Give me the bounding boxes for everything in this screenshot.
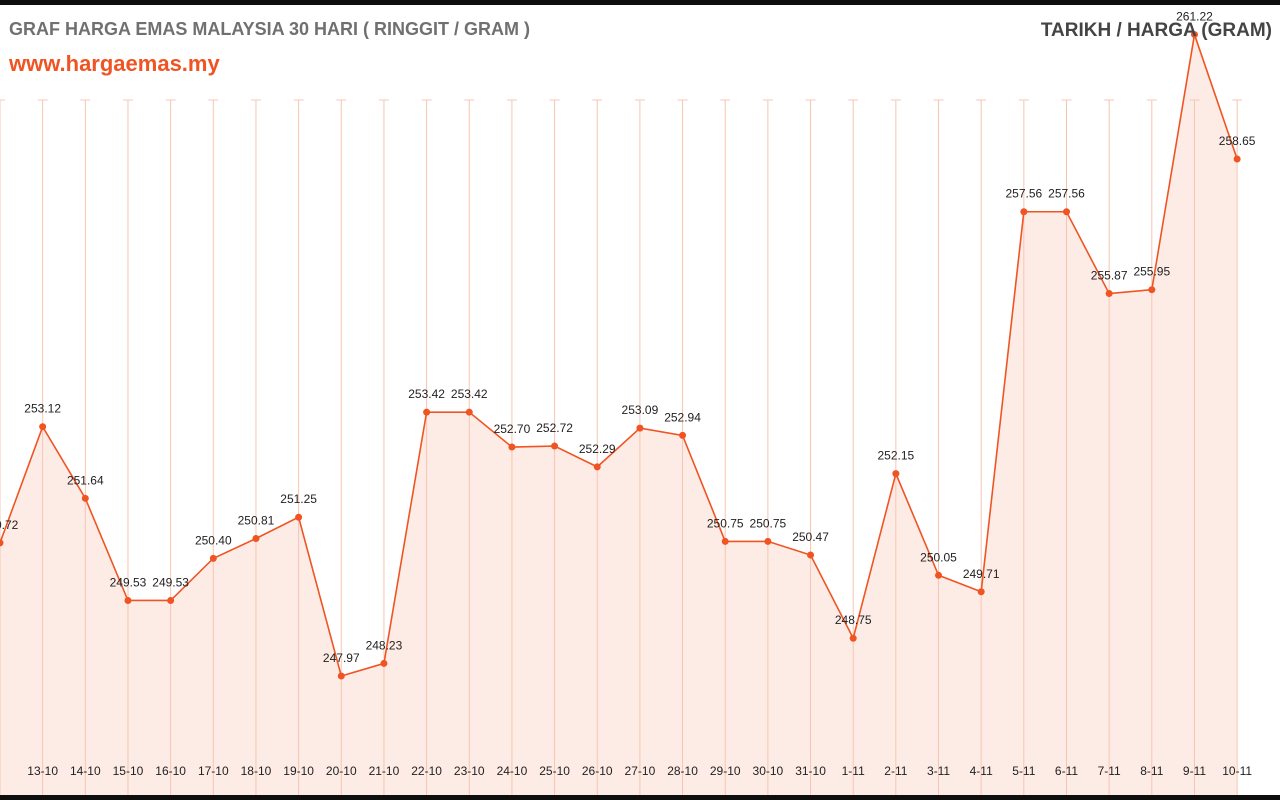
data-point xyxy=(380,659,388,667)
data-label: 255.95 xyxy=(1133,265,1170,279)
data-point xyxy=(551,442,559,450)
data-label: 252.29 xyxy=(579,442,616,456)
chart-canvas: 13-10 14-10 15-10 16-10 17-10 18-10 19-10 20-10… xyxy=(0,5,1280,795)
data-point xyxy=(39,423,47,431)
chart-title: GRAF HARGA EMAS MALAYSIA 30 HARI ( RINGG… xyxy=(9,19,531,39)
data-label: 247.97 xyxy=(323,651,360,665)
data-label: 258.65 xyxy=(1219,134,1256,148)
data-point xyxy=(337,672,345,680)
data-point xyxy=(252,535,260,543)
data-point xyxy=(124,596,132,604)
data-point xyxy=(81,494,89,502)
data-point xyxy=(0,539,4,547)
x-tick-label: 19-10 xyxy=(283,764,314,778)
data-label: 249.53 xyxy=(152,575,189,589)
data-label: 252.72 xyxy=(536,421,573,435)
x-tick-label: 14-10 xyxy=(70,764,101,778)
data-label: 257.56 xyxy=(1005,187,1042,201)
data-label: 255.87 xyxy=(1091,269,1128,283)
data-label: 251.64 xyxy=(67,473,104,487)
data-point xyxy=(1020,208,1028,216)
x-tick-label: 22-10 xyxy=(411,764,442,778)
x-tick-label: 13-10 xyxy=(27,764,58,778)
x-tick-label: 21-10 xyxy=(369,764,400,778)
x-tick-label: 9-11 xyxy=(1183,764,1206,778)
data-label: 251.25 xyxy=(280,492,317,506)
x-tick-label: 29-10 xyxy=(710,764,741,778)
data-label: 250.40 xyxy=(195,533,232,547)
x-tick-label: 31-10 xyxy=(795,764,826,778)
x-tick-label: 28-10 xyxy=(667,764,698,778)
data-point xyxy=(849,634,857,642)
data-label: 250.05 xyxy=(920,550,957,564)
data-label: 252.94 xyxy=(664,410,701,424)
x-tick-label: 18-10 xyxy=(241,764,272,778)
data-point xyxy=(977,588,985,596)
data-label: 248.23 xyxy=(366,638,403,652)
data-point xyxy=(593,463,601,471)
x-tick-label: 1-11 xyxy=(842,764,865,778)
data-point xyxy=(1105,290,1113,298)
data-point xyxy=(892,470,900,478)
data-label: 253.42 xyxy=(451,387,488,401)
x-tick-label: 2-11 xyxy=(884,764,907,778)
data-label: 261.22 xyxy=(1176,10,1213,24)
data-point xyxy=(636,424,644,432)
x-tick-label: 30-10 xyxy=(753,764,784,778)
data-label: 249.71 xyxy=(963,567,1000,581)
x-tick-label: 15-10 xyxy=(113,764,144,778)
site-link[interactable]: www.hargaemas.my xyxy=(9,51,220,76)
x-tick-label: 26-10 xyxy=(582,764,613,778)
data-point xyxy=(1148,286,1156,294)
x-tick-label: 23-10 xyxy=(454,764,485,778)
area-fill xyxy=(0,34,1238,795)
data-point xyxy=(167,596,175,604)
data-point xyxy=(764,537,772,545)
price-line xyxy=(0,34,1238,677)
data-point xyxy=(1233,155,1241,163)
data-label: 248.75 xyxy=(835,613,872,627)
data-point xyxy=(807,551,815,559)
x-tick-label: 10-11 xyxy=(1222,764,1252,778)
x-tick-label: 5-11 xyxy=(1012,764,1035,778)
x-tick-label: 7-11 xyxy=(1098,764,1121,778)
data-point xyxy=(679,431,687,439)
data-point xyxy=(935,571,943,579)
data-label: 252.70 xyxy=(494,422,531,436)
x-tick-label: 25-10 xyxy=(539,764,570,778)
data-label: 250.75 xyxy=(707,516,744,530)
legend-label: TARIKH / HARGA (GRAM) xyxy=(1040,20,1272,41)
data-label: 250.47 xyxy=(792,530,829,544)
data-label: 250.75 xyxy=(750,516,787,530)
data-label: 252.15 xyxy=(878,449,915,463)
data-point xyxy=(508,443,516,451)
data-label: 253.12 xyxy=(24,402,61,416)
data-point xyxy=(1063,208,1070,216)
data-label: 253.42 xyxy=(408,387,445,401)
data-point xyxy=(721,537,729,545)
data-point xyxy=(295,513,303,521)
data-label: 257.56 xyxy=(1048,187,1085,201)
x-tick-label: 3-11 xyxy=(927,764,950,778)
x-tick-label: 6-11 xyxy=(1055,764,1078,778)
data-label: 253.09 xyxy=(622,403,659,417)
x-tick-label: 24-10 xyxy=(497,764,528,778)
data-point xyxy=(209,554,217,562)
data-point xyxy=(1190,31,1198,39)
x-tick-label: 16-10 xyxy=(155,764,186,778)
price-chart: 13-10 14-10 15-10 16-10 17-10 18-10 19-10 20-10… xyxy=(0,10,1256,795)
x-tick-label: 4-11 xyxy=(970,764,993,778)
data-label: 250.81 xyxy=(238,514,275,528)
data-point xyxy=(465,408,473,416)
x-tick-label: 8-11 xyxy=(1140,764,1163,778)
x-tick-label: 17-10 xyxy=(198,764,229,778)
data-label: 249.53 xyxy=(110,575,147,589)
data-label: 250.72 xyxy=(0,518,19,532)
data-point xyxy=(423,408,431,416)
x-tick-label: 20-10 xyxy=(326,764,357,778)
x-tick-label: 27-10 xyxy=(625,764,656,778)
